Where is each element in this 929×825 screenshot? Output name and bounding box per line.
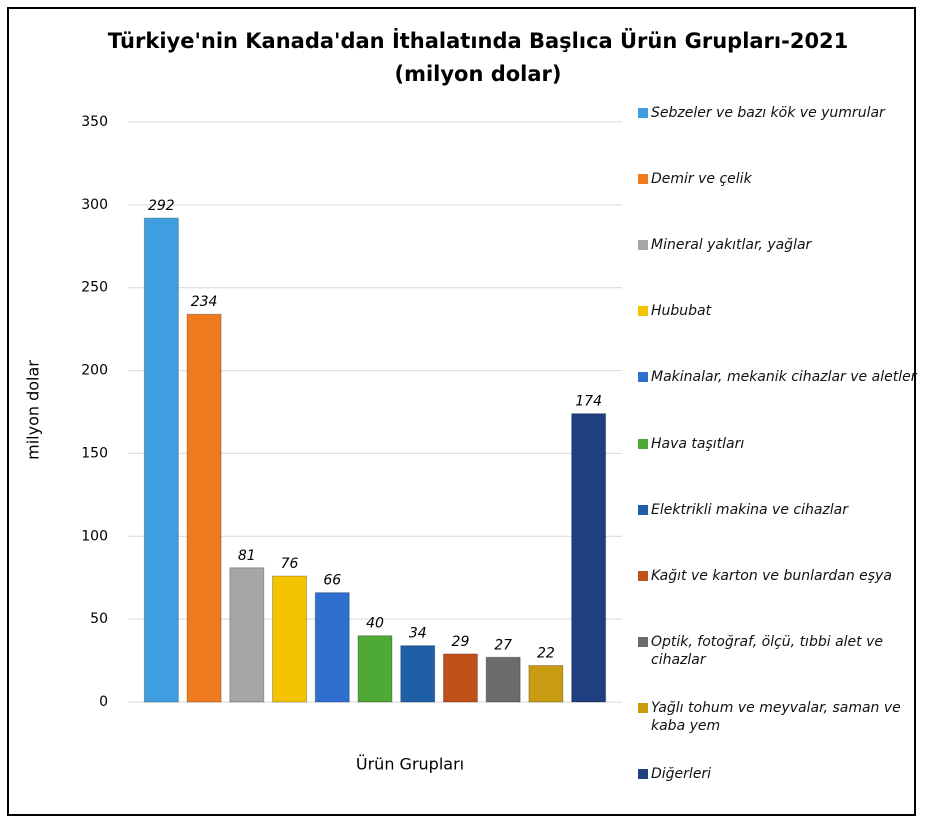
data-label: 81 [238, 548, 256, 564]
legend-item: Optik, fotoğraf, ölçü, tıbbi alet ve cih… [638, 633, 922, 669]
legend-item: Mineral yakıtlar, yağlar [638, 236, 922, 254]
legend-swatch [638, 570, 648, 581]
data-label: 34 [409, 626, 427, 642]
bar [357, 635, 393, 703]
legend-label: Hava taşıtları [651, 435, 745, 452]
data-label: 40 [366, 616, 384, 632]
bar [400, 645, 436, 703]
legend-label: Elektrikli makina ve cihazlar [651, 501, 849, 518]
data-label: 174 [575, 394, 602, 410]
legend-swatch [638, 702, 648, 713]
legend-swatch [638, 504, 648, 515]
legend-swatch [638, 240, 648, 251]
legend-label: Mineral yakıtlar, yağlar [651, 237, 812, 254]
legend-item: Diğerleri [638, 765, 922, 783]
legend-label: Makinalar, mekanik cihazlar ve aletler [651, 369, 917, 386]
legend-label: Kağıt ve karton ve bunlardan eşya [651, 567, 892, 584]
data-label: 27 [494, 637, 512, 653]
y-tick-label: 0 [99, 694, 108, 710]
legend-item: Hububat [638, 302, 922, 320]
legend-item: Makinalar, mekanik cihazlar ve aletler [638, 368, 922, 386]
legend-label: Hububat [651, 303, 712, 320]
legend-item: Kağıt ve karton ve bunlardan eşya [638, 567, 922, 585]
chart-title: Türkiye'nin Kanada'dan İthalatında Başlı… [108, 28, 849, 53]
bar [272, 575, 308, 703]
bar [229, 567, 265, 703]
y-tick-label: 50 [90, 611, 108, 627]
data-label: 234 [191, 294, 218, 310]
y-axis-label: milyon dolar [24, 360, 43, 460]
y-tick-label: 200 [81, 363, 108, 379]
legend-swatch [638, 372, 648, 383]
legend-item: Yağlı tohum ve meyvalar, saman ve kaba y… [638, 699, 922, 735]
legend-item: Demir ve çelik [638, 170, 922, 188]
legend-label: Yağlı tohum ve meyvalar, saman ve kaba y… [651, 699, 901, 734]
data-label: 76 [281, 556, 299, 572]
y-tick-label: 300 [81, 197, 108, 213]
frame [7, 7, 916, 816]
legend-label: Optik, fotoğraf, ölçü, tıbbi alet ve cih… [651, 633, 883, 668]
legend-item: Sebzeler ve bazı kök ve yumrular [638, 104, 922, 122]
y-tick-label: 350 [81, 114, 108, 130]
bar [143, 217, 179, 703]
data-label: 66 [323, 573, 341, 589]
data-label: 29 [452, 634, 470, 650]
chart-subtitle: (milyon dolar) [394, 62, 561, 86]
legend-item: Elektrikli makina ve cihazlar [638, 501, 922, 519]
bar [186, 313, 222, 703]
legend-swatch [638, 108, 648, 118]
bar [528, 665, 564, 703]
legend-label: Diğerleri [651, 766, 712, 782]
bar [571, 413, 607, 703]
bar [314, 592, 350, 703]
y-tick-label: 100 [81, 528, 108, 544]
data-label: 22 [537, 646, 555, 662]
legend-label: Sebzeler ve bazı kök ve yumrular [651, 105, 885, 121]
bar [442, 653, 478, 703]
data-label: 292 [148, 198, 175, 214]
legend-swatch [638, 306, 648, 317]
x-axis-label: Ürün Grupları [356, 755, 464, 774]
legend-swatch [638, 769, 648, 779]
y-tick-label: 150 [81, 445, 108, 461]
legend-swatch [638, 636, 648, 647]
y-tick-label: 250 [81, 280, 108, 296]
bar [485, 656, 521, 703]
legend-swatch [638, 174, 648, 185]
legend-item: Hava taşıtları [638, 435, 922, 453]
legend-swatch [638, 438, 648, 449]
legend-label: Demir ve çelik [651, 171, 752, 188]
